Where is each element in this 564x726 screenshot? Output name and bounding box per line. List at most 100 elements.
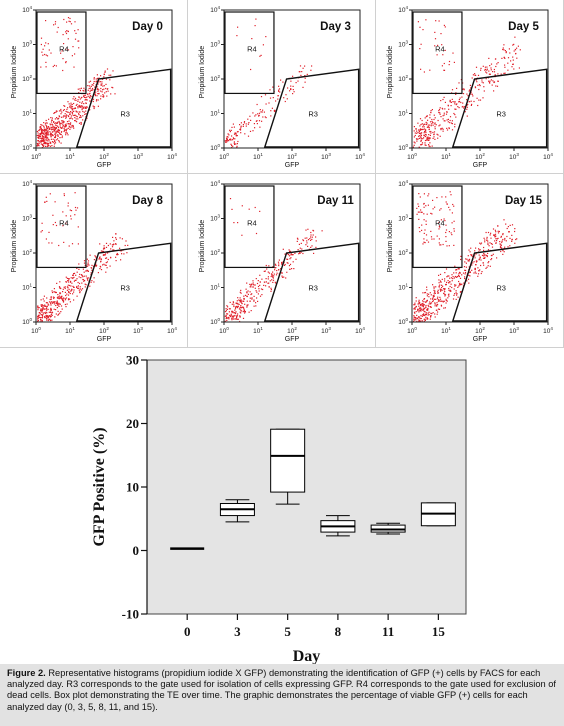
box-day-3 (219, 499, 255, 523)
figure-caption: Figure 2. Representative histograms (pro… (0, 664, 564, 726)
y-tick-label: 103 (398, 40, 408, 49)
x-tick-label: 100 (31, 326, 41, 335)
flow-panel-2: R4 R3 Day 3 100 101 102 103 104 100 101 102 103 104 G… (188, 0, 376, 174)
x-tick-label: 102 (99, 152, 109, 161)
gate-r4-label: R4 (247, 218, 257, 227)
gate-r4 (36, 185, 87, 269)
panel-title: Day 15 (505, 195, 543, 207)
panel-title: Day 8 (132, 195, 163, 207)
box-day-11 (370, 522, 406, 535)
gate-r4 (36, 11, 87, 95)
x-tick-label: 102 (475, 152, 485, 161)
x-tick-label: 103 (509, 326, 519, 335)
y-tick-label: 100 (22, 317, 32, 326)
x-tick-label: 101 (65, 152, 75, 161)
x-tick-label: 15 (432, 624, 446, 639)
flow-panel-svg: R4 R3 Day 15 100 101 102 103 104 100 101 102 103 104… (376, 174, 564, 348)
gate-r4-label: R4 (59, 44, 69, 53)
panel-title: Day 0 (132, 21, 163, 33)
x-tick-label: 102 (99, 326, 109, 335)
x-tick-label: 103 (321, 152, 331, 161)
x-tick-label: 100 (219, 152, 229, 161)
y-axis-title: GFP Positive (%) (91, 427, 108, 546)
y-tick-label: 20 (126, 416, 139, 431)
flow-panel-1: R4 R3 Day 0 100 101 102 103 104 100 101 102 103 104 G… (0, 0, 188, 174)
x-tick-label: 103 (133, 326, 143, 335)
gate-r4 (412, 185, 463, 269)
x-tick-label: 103 (321, 326, 331, 335)
flow-panel-svg: R4 R3 Day 0 100 101 102 103 104 100 101 102 103 104 G… (0, 0, 188, 174)
gate-r3 (451, 68, 548, 148)
flow-panel-6: R4 R3 Day 15 100 101 102 103 104 100 101 102 103 104… (376, 174, 564, 348)
y-tick-label: 0 (133, 543, 140, 558)
scatter-dots (37, 192, 129, 323)
y-tick-label: 103 (210, 214, 220, 223)
y-tick-label: 103 (210, 40, 220, 49)
y-axis-label: Propidium Iodide (199, 46, 206, 99)
flow-panel-svg: R4 R3 Day 3 100 101 102 103 104 100 101 102 103 104 G… (188, 0, 376, 174)
x-tick-label: 100 (407, 326, 417, 335)
y-tick-label: 104 (210, 179, 220, 188)
y-tick-label: 104 (398, 5, 408, 14)
y-axis-label: Propidium Iodide (11, 46, 18, 99)
x-tick-label: 3 (234, 624, 241, 639)
x-axis-label: GFP (473, 162, 488, 169)
flow-panel-3: R4 R3 Day 5 100 101 102 103 104 100 101 102 103 104 G… (376, 0, 564, 174)
x-tick-label: 8 (335, 624, 342, 639)
y-tick-label: 101 (22, 109, 32, 118)
flow-panel-svg: R4 R3 Day 11 100 101 102 103 104 100 101 102 103 104… (188, 174, 376, 348)
gate-r4-label: R4 (59, 218, 69, 227)
x-tick-label: 101 (441, 326, 451, 335)
x-tick-label: 101 (253, 152, 263, 161)
scatter-dots (413, 191, 518, 323)
y-tick-label: 103 (22, 214, 32, 223)
x-tick-label: 104 (355, 152, 365, 161)
gate-r3-label: R3 (496, 283, 506, 292)
y-tick-label: 104 (398, 179, 408, 188)
gate-r3-label: R3 (120, 109, 130, 118)
y-tick-label: 30 (126, 353, 139, 368)
flow-cytometry-grid: R4 R3 Day 0 100 101 102 103 104 100 101 102 103 104 G… (0, 0, 564, 348)
x-tick-label: 103 (509, 152, 519, 161)
gate-r4 (224, 185, 275, 269)
x-tick-label: 103 (133, 152, 143, 161)
y-tick-label: 103 (398, 214, 408, 223)
gate-r4 (224, 11, 275, 95)
box-day-8 (320, 515, 356, 537)
x-tick-label: 104 (543, 152, 553, 161)
x-tick-label: 101 (65, 326, 75, 335)
y-axis-label: Propidium Iodide (387, 220, 394, 273)
x-tick-label: 104 (543, 326, 553, 335)
x-tick-label: 104 (167, 152, 177, 161)
box-iqr (270, 428, 306, 493)
panel-title: Day 11 (317, 195, 354, 207)
x-tick-label: 100 (31, 152, 41, 161)
gate-r3-label: R3 (120, 283, 130, 292)
box-plot: -10 0 10 20 30 0 3 5 8 11 15 Day GFP Positive (%) (91, 353, 467, 665)
caption-text: Representative histograms (propidium iod… (7, 668, 557, 712)
y-tick-label: 102 (398, 248, 408, 257)
gate-r4-label: R4 (247, 44, 257, 53)
x-axis-label: GFP (473, 336, 488, 343)
y-tick-label: 102 (210, 74, 220, 83)
x-tick-label: 100 (407, 152, 417, 161)
y-tick-label: 101 (210, 109, 220, 118)
y-tick-label: 100 (210, 317, 220, 326)
box-plot-area: -10 0 10 20 30 0 3 5 8 11 15 Day GFP Positive (%) (0, 348, 564, 666)
x-axis-label: GFP (285, 162, 300, 169)
y-axis-label: Propidium Iodide (11, 220, 18, 273)
y-tick-label: 101 (398, 283, 408, 292)
x-tick-label: 104 (355, 326, 365, 335)
flow-panel-5: R4 R3 Day 11 100 101 102 103 104 100 101 102 103 104… (188, 174, 376, 348)
y-axis-label: Propidium Iodide (387, 46, 394, 99)
flow-panel-svg: R4 R3 Day 8 100 101 102 103 104 100 101 102 103 104 G… (0, 174, 188, 348)
panel-title: Day 5 (508, 21, 539, 33)
y-tick-label: 102 (22, 248, 32, 257)
x-tick-label: 104 (167, 326, 177, 335)
y-tick-label: 102 (210, 248, 220, 257)
x-tick-label: 11 (382, 624, 394, 639)
y-tick-label: 103 (22, 40, 32, 49)
gate-r3 (263, 68, 360, 148)
y-tick-label: 100 (398, 317, 408, 326)
scatter-dots (224, 18, 313, 149)
